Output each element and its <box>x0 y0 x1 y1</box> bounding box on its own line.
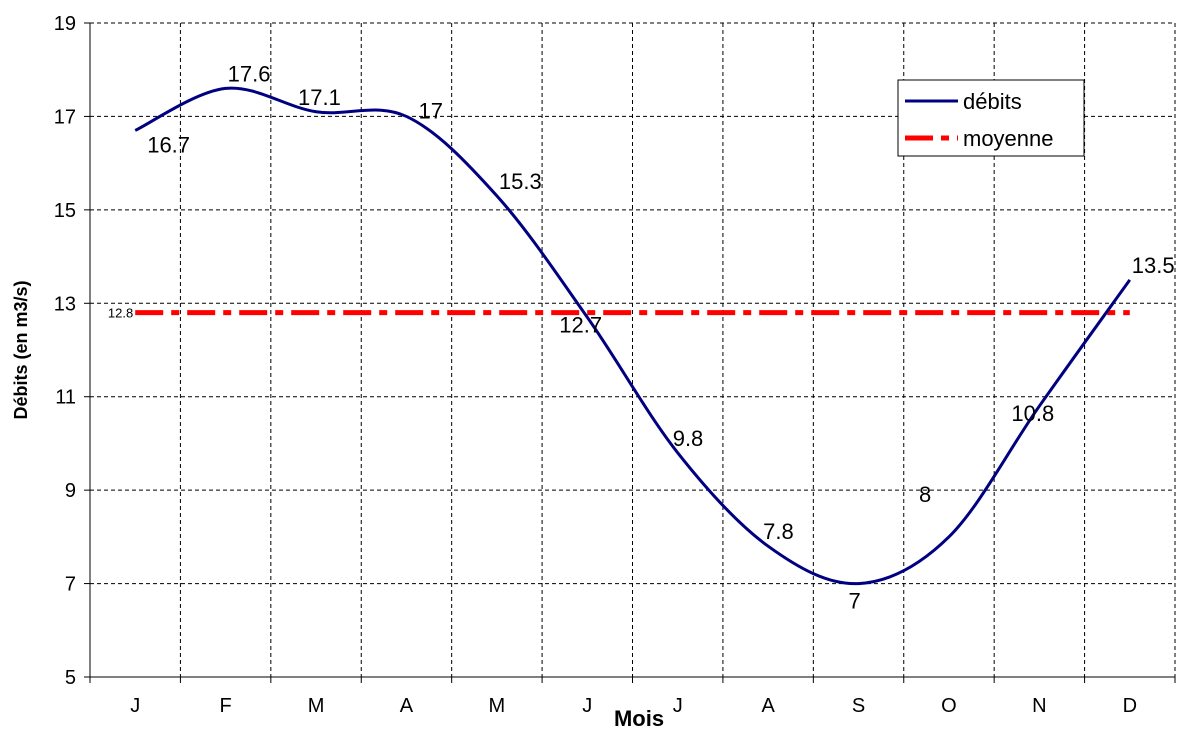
legend-label-moyenne: moyenne <box>963 126 1054 151</box>
x-tick-label: A <box>761 695 775 717</box>
x-tick-label: J <box>130 695 140 717</box>
mean-label: 12.8 <box>108 306 133 321</box>
series-line-debits <box>134 86 1132 586</box>
x-tick-label: N <box>1032 695 1046 717</box>
data-label: 10.8 <box>1011 401 1054 426</box>
x-tick-label: M <box>308 695 325 717</box>
y-tick-labels: 5 7 9 11 13 15 17 19 <box>54 13 76 689</box>
data-label: 7 <box>849 589 861 614</box>
data-label: 17.6 <box>228 61 271 86</box>
data-label: 8 <box>919 482 931 507</box>
x-tick-label: J <box>582 695 592 717</box>
x-tick-label: F <box>220 695 232 717</box>
x-tick-label: J <box>673 695 683 717</box>
data-label: 12.7 <box>559 312 602 337</box>
x-tick-label: A <box>400 695 414 717</box>
legend: débits moyenne <box>897 79 1085 157</box>
x-axis-title: Mois <box>614 706 664 731</box>
data-label: 13.5 <box>1132 253 1175 278</box>
x-tick-label: O <box>941 695 957 717</box>
legend-box <box>897 79 1085 157</box>
data-labels: 12.8 16.7 17.6 17.1 17 15.3 12.7 9.8 7.8 7 8 10.8 13… <box>108 61 1175 613</box>
x-tick-label: S <box>852 695 865 717</box>
x-tick-label: D <box>1123 695 1137 717</box>
data-label: 17.1 <box>298 85 341 110</box>
data-label: 9.8 <box>673 426 704 451</box>
data-label: 17 <box>418 98 442 123</box>
series <box>134 86 1132 586</box>
grid <box>90 22 1176 677</box>
data-label: 15.3 <box>499 169 542 194</box>
y-tick-label: 7 <box>65 574 76 596</box>
y-tick-label: 13 <box>54 293 76 315</box>
y-tick-label: 5 <box>65 667 76 689</box>
data-label: 16.7 <box>147 132 190 157</box>
y-tick-label: 15 <box>54 200 76 222</box>
x-tick-label: M <box>489 695 506 717</box>
y-axis-title: Débits (en m3/s) <box>11 280 31 419</box>
y-tick-label: 17 <box>54 106 76 128</box>
legend-label-debits: débits <box>963 89 1022 114</box>
axes <box>84 22 1176 683</box>
y-tick-label: 19 <box>54 13 76 35</box>
y-tick-label: 11 <box>55 387 76 409</box>
y-tick-label: 9 <box>65 480 76 502</box>
data-label: 7.8 <box>763 519 794 544</box>
